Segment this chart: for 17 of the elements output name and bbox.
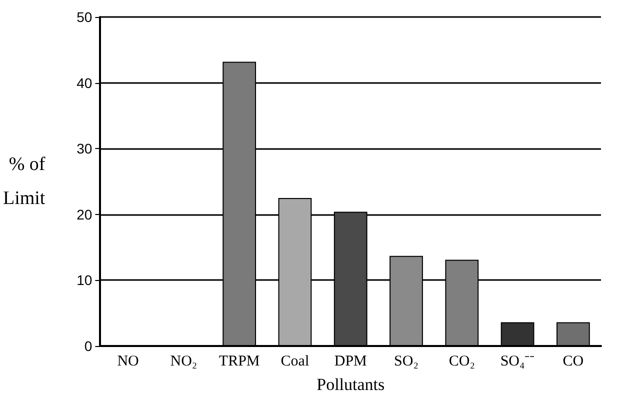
y-tick-label: 40 [76,74,92,91]
y-tick-label: 50 [76,9,92,25]
x-tick-label: SO₂ [394,354,418,370]
x-tick-label: NO₂ [170,354,198,370]
x-tick-label: CO₂ [448,354,475,370]
y-tick-label: 30 [76,140,92,157]
y-tick-label: 20 [76,206,92,222]
x-tick-label: NO [117,354,140,370]
x-tick-label: SO₄⁻⁻ [500,354,535,370]
x-tick-label: CO [562,354,584,370]
x-axis-title: Pollutants [316,375,385,394]
y-tick-label: 0 [84,338,92,354]
x-tick-label: TRPM [218,354,260,370]
y-axis-title: % of Limit [2,154,46,209]
y-tick-label: 10 [76,272,92,288]
x-tick-label: Coal [280,354,310,370]
x-tick-label: DPM [334,354,367,370]
